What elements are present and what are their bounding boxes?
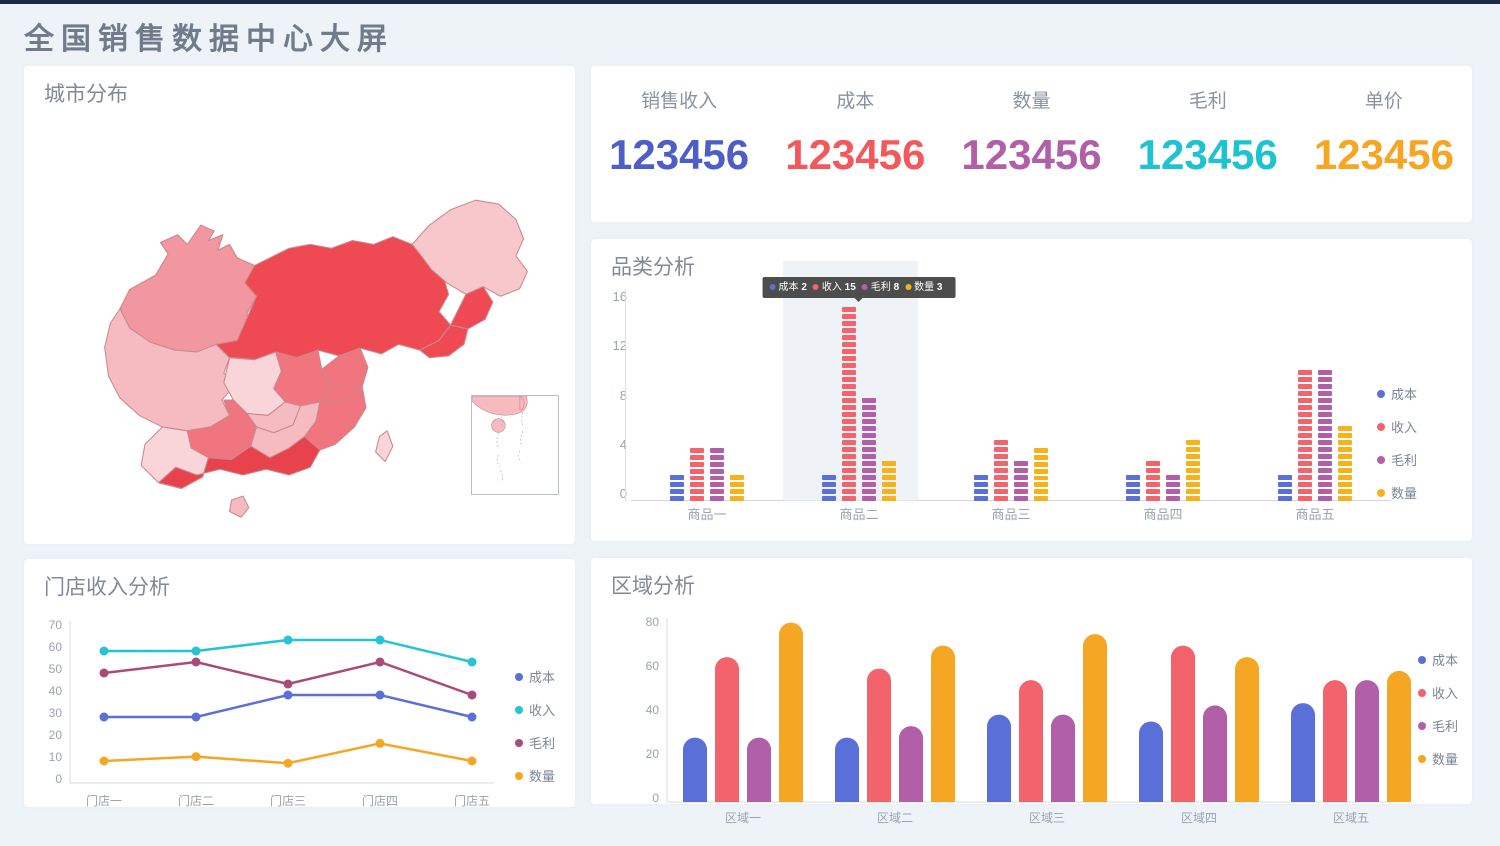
svg-text:区域一: 区域一 xyxy=(725,811,761,825)
svg-text:40: 40 xyxy=(646,703,660,717)
svg-text:区域五: 区域五 xyxy=(1333,811,1369,825)
svg-text:0: 0 xyxy=(652,791,659,805)
svg-text:80: 80 xyxy=(646,615,660,629)
svg-text:区域四: 区域四 xyxy=(1181,811,1217,825)
svg-text:20: 20 xyxy=(646,747,660,761)
svg-text:30: 30 xyxy=(49,706,63,720)
svg-text:门店五: 门店五 xyxy=(454,793,490,808)
svg-text:区域二: 区域二 xyxy=(877,811,913,825)
svg-text:10: 10 xyxy=(49,750,63,764)
svg-text:60: 60 xyxy=(49,640,63,654)
svg-text:40: 40 xyxy=(49,684,63,698)
svg-text:50: 50 xyxy=(49,662,63,676)
svg-text:门店四: 门店四 xyxy=(362,793,398,808)
svg-text:60: 60 xyxy=(646,659,660,673)
svg-text:门店一: 门店一 xyxy=(86,793,122,808)
svg-text:70: 70 xyxy=(49,618,63,632)
svg-text:0: 0 xyxy=(55,772,62,786)
svg-text:门店三: 门店三 xyxy=(270,793,306,808)
svg-text:区域三: 区域三 xyxy=(1029,811,1065,825)
svg-text:20: 20 xyxy=(49,728,63,742)
svg-text:门店二: 门店二 xyxy=(178,793,214,808)
